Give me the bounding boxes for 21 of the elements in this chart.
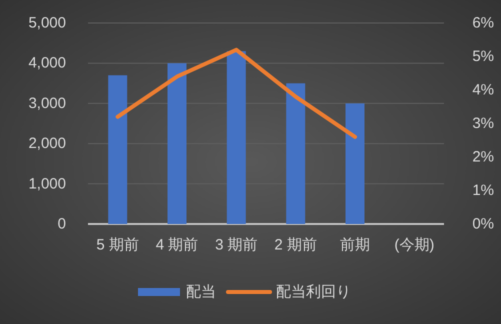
x-tick-label: 4 期前 [156, 236, 198, 254]
y2-tick-label: 0% [472, 216, 494, 232]
y-tick-label: 0 [58, 216, 66, 232]
y2-tick-label: 2% [472, 148, 494, 166]
x-tick-label: 前期 [340, 236, 370, 254]
x-tick-label: 3 期前 [215, 236, 258, 254]
y2-tick-label: 3% [472, 115, 494, 132]
y-tick-label: 5,000 [28, 14, 66, 32]
legend-label: 配当 [186, 284, 216, 300]
y-tick-label: 1,000 [28, 175, 66, 192]
y2-tick-label: 5% [472, 48, 494, 65]
x-tick-label: 5 期前 [96, 236, 139, 254]
y-tick-label: 3,000 [28, 94, 66, 112]
legend-label: 配当利回り [276, 284, 351, 300]
x-tick-label: (今期) [394, 236, 434, 254]
y-tick-label: 4,000 [28, 54, 66, 72]
x-tick-label: 2 期前 [274, 236, 317, 254]
y2-tick-label: 4% [472, 82, 494, 98]
y2-tick-label: 6% [472, 14, 494, 32]
y-tick-label: 2,000 [28, 135, 66, 152]
y2-tick-label: 1% [472, 182, 494, 199]
